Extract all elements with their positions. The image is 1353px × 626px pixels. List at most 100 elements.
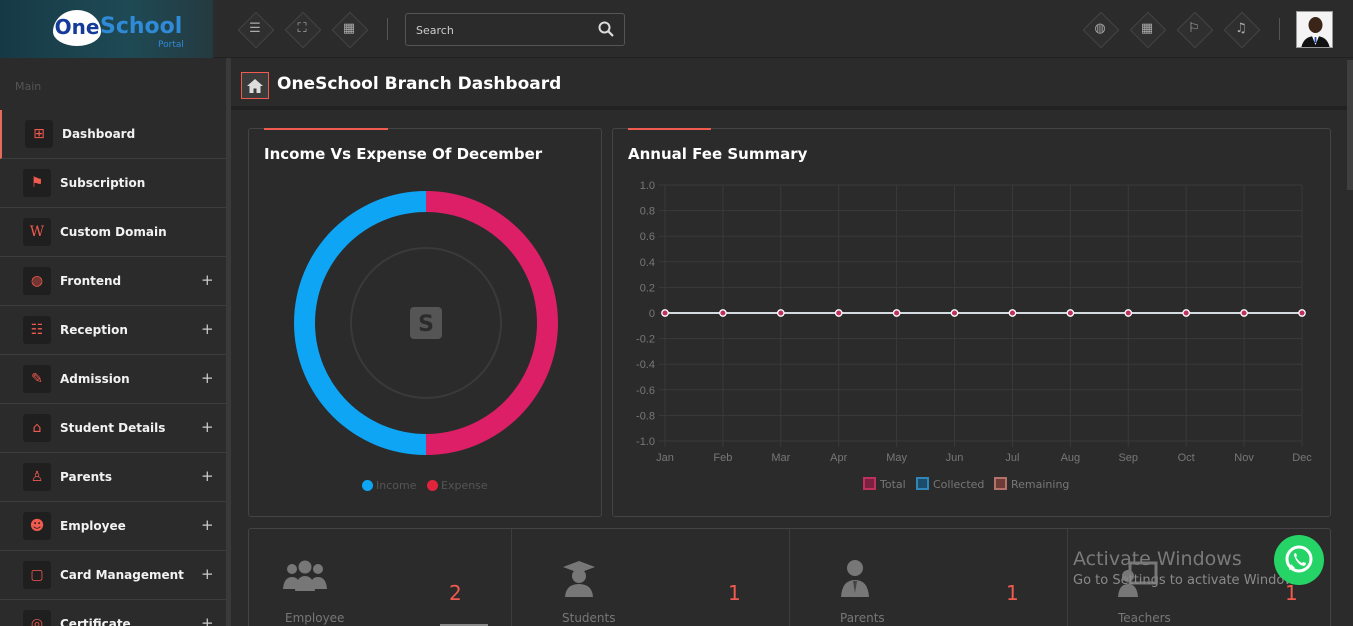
avatar-image — [1297, 12, 1332, 47]
doughnut-inner-ring — [350, 247, 502, 399]
sidebar-section-label: Main — [15, 80, 42, 93]
user-avatar[interactable] — [1296, 11, 1333, 48]
search-input[interactable] — [416, 20, 596, 40]
sidebar-item-subscription[interactable]: ⚑ Subscription — [0, 159, 226, 208]
search-icon[interactable] — [598, 21, 614, 37]
y-tick-label: 1.0 — [640, 180, 655, 192]
sidebar-scrollbar[interactable] — [226, 58, 231, 626]
x-tick-label: Apr — [830, 452, 847, 464]
income-expense-doughnut-chart: S — [294, 191, 558, 455]
notifications-button[interactable]: ♫ — [1224, 12, 1258, 46]
y-tick-label: 0.2 — [640, 282, 655, 294]
expand-icon[interactable]: + — [201, 614, 214, 626]
page-header: OneSchool Branch Dashboard — [231, 58, 1353, 110]
expand-icon[interactable]: + — [201, 418, 214, 436]
y-tick-label: 0.6 — [640, 231, 655, 243]
stat-label: Parents — [840, 611, 885, 625]
x-tick-label: Jan — [656, 452, 674, 464]
page-scrollbar-thumb[interactable] — [1347, 60, 1353, 190]
fullscreen-button[interactable]: ⛶ — [285, 12, 319, 46]
sidebar-item-employee[interactable]: ☻ Employee + — [0, 502, 226, 551]
expand-icon[interactable]: + — [201, 565, 214, 583]
sidebar-item-reception[interactable]: ☷ Reception + — [0, 306, 226, 355]
expand-icon[interactable]: + — [201, 516, 214, 534]
expand-icon[interactable]: + — [201, 271, 214, 289]
legend-collected-label: Collected — [933, 478, 985, 491]
language-button[interactable]: ◍ — [1083, 12, 1117, 46]
data-point-total — [719, 309, 727, 317]
stat-teachers[interactable]: Teachers 1 — [1068, 529, 1330, 626]
stat-value: 1 — [728, 581, 741, 605]
stat-label: Students — [562, 611, 616, 625]
stat-employee[interactable]: Employee 2 — [249, 529, 512, 626]
employees-icon — [283, 560, 327, 591]
sidebar-item-label: Subscription — [60, 176, 146, 190]
user-icon: ♙ — [23, 463, 51, 491]
expand-icon[interactable]: + — [201, 467, 214, 485]
stat-students[interactable]: Students 1 — [512, 529, 790, 626]
x-tick-label: Aug — [1061, 452, 1081, 464]
grid-button[interactable]: ▦ — [332, 12, 366, 46]
sidebar-item-label: Custom Domain — [60, 225, 167, 239]
stat-label: Employee — [285, 611, 345, 625]
sidebar-item-parents[interactable]: ♙ Parents + — [0, 453, 226, 502]
legend-expense-swatch — [427, 480, 438, 491]
doughnut-slice-expense — [426, 191, 558, 455]
legend-expense[interactable]: Expense — [427, 479, 488, 492]
x-tick-label: Dec — [1292, 452, 1312, 464]
logo-area[interactable]: One School Portal — [0, 0, 213, 58]
wordpress-icon: W — [23, 218, 51, 246]
y-tick-label: 0.8 — [640, 206, 655, 218]
legend-total-swatch — [863, 477, 876, 490]
sidebar-item-label: Frontend — [60, 274, 122, 288]
data-point-total — [1240, 309, 1248, 317]
stat-value: 2 — [449, 581, 462, 605]
search-box[interactable] — [405, 13, 625, 46]
stat-label: Teachers — [1118, 611, 1171, 625]
legend-collected-swatch — [916, 477, 929, 490]
stat-value: 1 — [1006, 581, 1019, 605]
sidebar-item-label: Student Details — [60, 421, 166, 435]
whatsapp-button[interactable] — [1274, 535, 1324, 585]
legend-remaining-swatch — [994, 477, 1007, 490]
stat-parents[interactable]: Parents 1 — [790, 529, 1068, 626]
data-point-total — [1066, 309, 1075, 317]
sidebar-item-label: Parents — [60, 470, 113, 484]
sidebar-item-certificate[interactable]: ◎ Certificate + — [0, 600, 226, 626]
panel-accent — [628, 128, 711, 130]
sidebar-item-frontend[interactable]: ◍ Frontend + — [0, 257, 226, 306]
page-title: OneSchool Branch Dashboard — [277, 74, 562, 94]
legend-collected[interactable]: Collected — [916, 477, 984, 491]
legend-income[interactable]: Income — [362, 479, 416, 492]
x-tick-label: Feb — [713, 452, 732, 464]
legend-remaining[interactable]: Remaining — [994, 477, 1069, 491]
sidebar-item-student-details[interactable]: ⌂ Student Details + — [0, 404, 226, 453]
sidebar-item-card-management[interactable]: ▢ Card Management + — [0, 551, 226, 600]
flag-icon: ⚐ — [1188, 21, 1200, 36]
fullscreen-icon: ⛶ — [297, 21, 307, 36]
sidebar-item-custom-domain[interactable]: W Custom Domain — [0, 208, 226, 257]
y-tick-label: 0.4 — [640, 257, 655, 269]
sidebar-item-label: Dashboard — [62, 127, 136, 141]
calendar-button[interactable]: ▦ — [1130, 12, 1164, 46]
center-logo-icon — [410, 307, 442, 339]
home-button[interactable] — [241, 72, 269, 99]
app-logo[interactable]: One School Portal — [53, 10, 184, 50]
users-icon: ☷ — [23, 316, 51, 344]
sidebar-item-dashboard[interactable]: ⊞ Dashboard — [0, 110, 226, 159]
expand-icon[interactable]: + — [201, 369, 214, 387]
expand-icon[interactable]: + — [201, 320, 214, 338]
flag-button[interactable]: ⚐ — [1177, 12, 1211, 46]
doughnut-slice-income — [294, 191, 426, 455]
panel-accent — [264, 128, 388, 130]
legend-income-swatch — [362, 480, 373, 491]
sidebar-item-admission[interactable]: ✎ Admission + — [0, 355, 226, 404]
stats-panel: Employee 2 Students 1 Parents 1 Teachers… — [248, 528, 1331, 626]
legend-total[interactable]: Total — [863, 477, 906, 491]
menu-toggle-button[interactable]: ☰ — [238, 12, 272, 46]
y-tick-label: -0.4 — [636, 359, 655, 371]
page-scrollbar[interactable] — [1347, 58, 1353, 626]
bell-icon: ♫ — [1235, 21, 1247, 36]
y-tick-label: 0 — [649, 308, 655, 320]
whatsapp-icon — [1285, 545, 1313, 573]
